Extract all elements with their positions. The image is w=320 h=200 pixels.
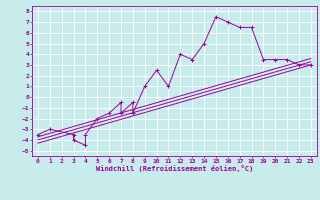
X-axis label: Windchill (Refroidissement éolien,°C): Windchill (Refroidissement éolien,°C) — [96, 165, 253, 172]
